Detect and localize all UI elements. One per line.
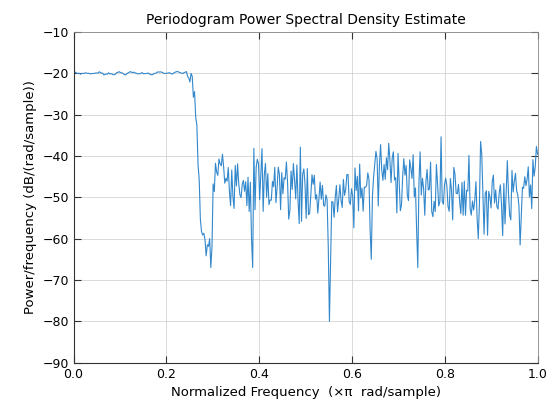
Title: Periodogram Power Spectral Density Estimate: Periodogram Power Spectral Density Estim… <box>146 13 465 26</box>
Y-axis label: Power/frequency (dB/(rad/sample)): Power/frequency (dB/(rad/sample)) <box>24 80 37 314</box>
X-axis label: Normalized Frequency  (×π  rad/sample): Normalized Frequency (×π rad/sample) <box>171 386 441 399</box>
